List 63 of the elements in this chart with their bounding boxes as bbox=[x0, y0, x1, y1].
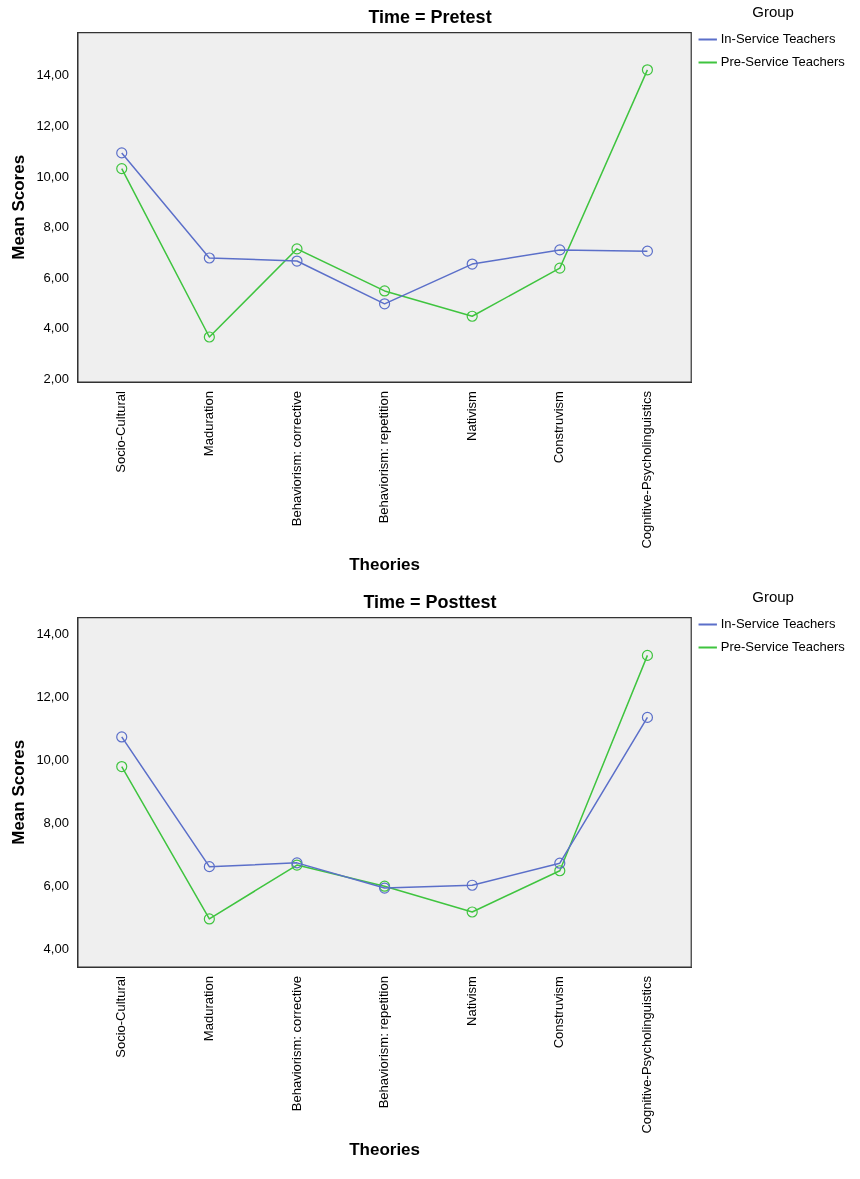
point bbox=[641, 64, 654, 76]
y-tick-label: 14,00 bbox=[36, 626, 69, 642]
point bbox=[641, 649, 654, 661]
y-tick-label: 12,00 bbox=[36, 117, 69, 133]
point bbox=[466, 258, 478, 270]
point bbox=[291, 243, 303, 255]
x-tick-label: Cognitive-Psycholinguistics bbox=[639, 975, 654, 1134]
chart-title: Time = Posttest bbox=[363, 591, 497, 612]
y-axis-title: Mean Scores bbox=[8, 739, 28, 845]
point bbox=[116, 163, 128, 175]
y-tick-label: 4,00 bbox=[43, 320, 69, 336]
y-tick-label: 10,00 bbox=[36, 168, 69, 184]
point bbox=[203, 331, 215, 343]
legend-label: Pre-Service Teachers bbox=[720, 639, 846, 655]
x-tick-label: Socio-Cultural bbox=[113, 975, 129, 1058]
point bbox=[116, 760, 128, 773]
y-tick-label: 6,00 bbox=[43, 878, 69, 894]
point bbox=[466, 879, 478, 891]
legend-title: Group bbox=[752, 2, 794, 20]
y-axis-title: Mean Scores bbox=[8, 154, 28, 260]
point bbox=[291, 255, 303, 267]
x-tick-label: Nativism bbox=[463, 976, 479, 1026]
x-tick-label: Behaviorism: repetition bbox=[376, 391, 392, 524]
point bbox=[554, 865, 566, 877]
chart-title: Time = Pretest bbox=[368, 6, 492, 27]
x-tick-label: Construvism bbox=[551, 391, 567, 464]
legend-label: In-Service Teachers bbox=[720, 616, 836, 632]
legend-title: Group bbox=[752, 587, 794, 605]
point bbox=[378, 285, 391, 297]
legend-label: In-Service Teachers bbox=[720, 31, 836, 47]
x-tick-label: Behaviorism: corrective bbox=[288, 976, 304, 1112]
y-tick-label: 14,00 bbox=[36, 67, 69, 83]
y-tick-label: 10,00 bbox=[36, 752, 69, 768]
y-tick-label: 4,00 bbox=[43, 941, 69, 957]
y-tick-label: 8,00 bbox=[43, 219, 69, 235]
point bbox=[203, 913, 215, 925]
point bbox=[203, 861, 215, 873]
y-tick-label: 6,00 bbox=[43, 269, 69, 285]
legend-label: Pre-Service Teachers bbox=[720, 54, 846, 70]
point bbox=[116, 731, 128, 743]
x-axis-title: Theories bbox=[349, 1140, 421, 1160]
point bbox=[641, 245, 654, 257]
x-tick-label: Nativism bbox=[463, 391, 479, 441]
x-tick-label: Maduration bbox=[200, 976, 216, 1042]
point bbox=[554, 244, 566, 256]
x-tick-label: Construvism bbox=[551, 976, 567, 1049]
point bbox=[554, 262, 566, 274]
point bbox=[203, 252, 215, 264]
y-tick-label: 12,00 bbox=[36, 689, 69, 705]
x-tick-label: Behaviorism: corrective bbox=[288, 391, 304, 527]
point bbox=[466, 906, 478, 918]
point bbox=[641, 711, 654, 724]
x-tick-label: Behaviorism: repetition bbox=[376, 976, 392, 1109]
x-tick-label: Cognitive-Psycholinguistics bbox=[639, 390, 654, 549]
y-tick-label: 2,00 bbox=[43, 371, 69, 387]
x-tick-label: Socio-Cultural bbox=[113, 390, 129, 473]
point bbox=[116, 147, 128, 159]
y-tick-label: 8,00 bbox=[43, 815, 69, 831]
x-axis-title: Theories bbox=[349, 555, 421, 575]
x-tick-label: Maduration bbox=[200, 391, 216, 457]
point bbox=[466, 310, 478, 322]
point bbox=[554, 857, 566, 869]
point bbox=[378, 298, 391, 310]
